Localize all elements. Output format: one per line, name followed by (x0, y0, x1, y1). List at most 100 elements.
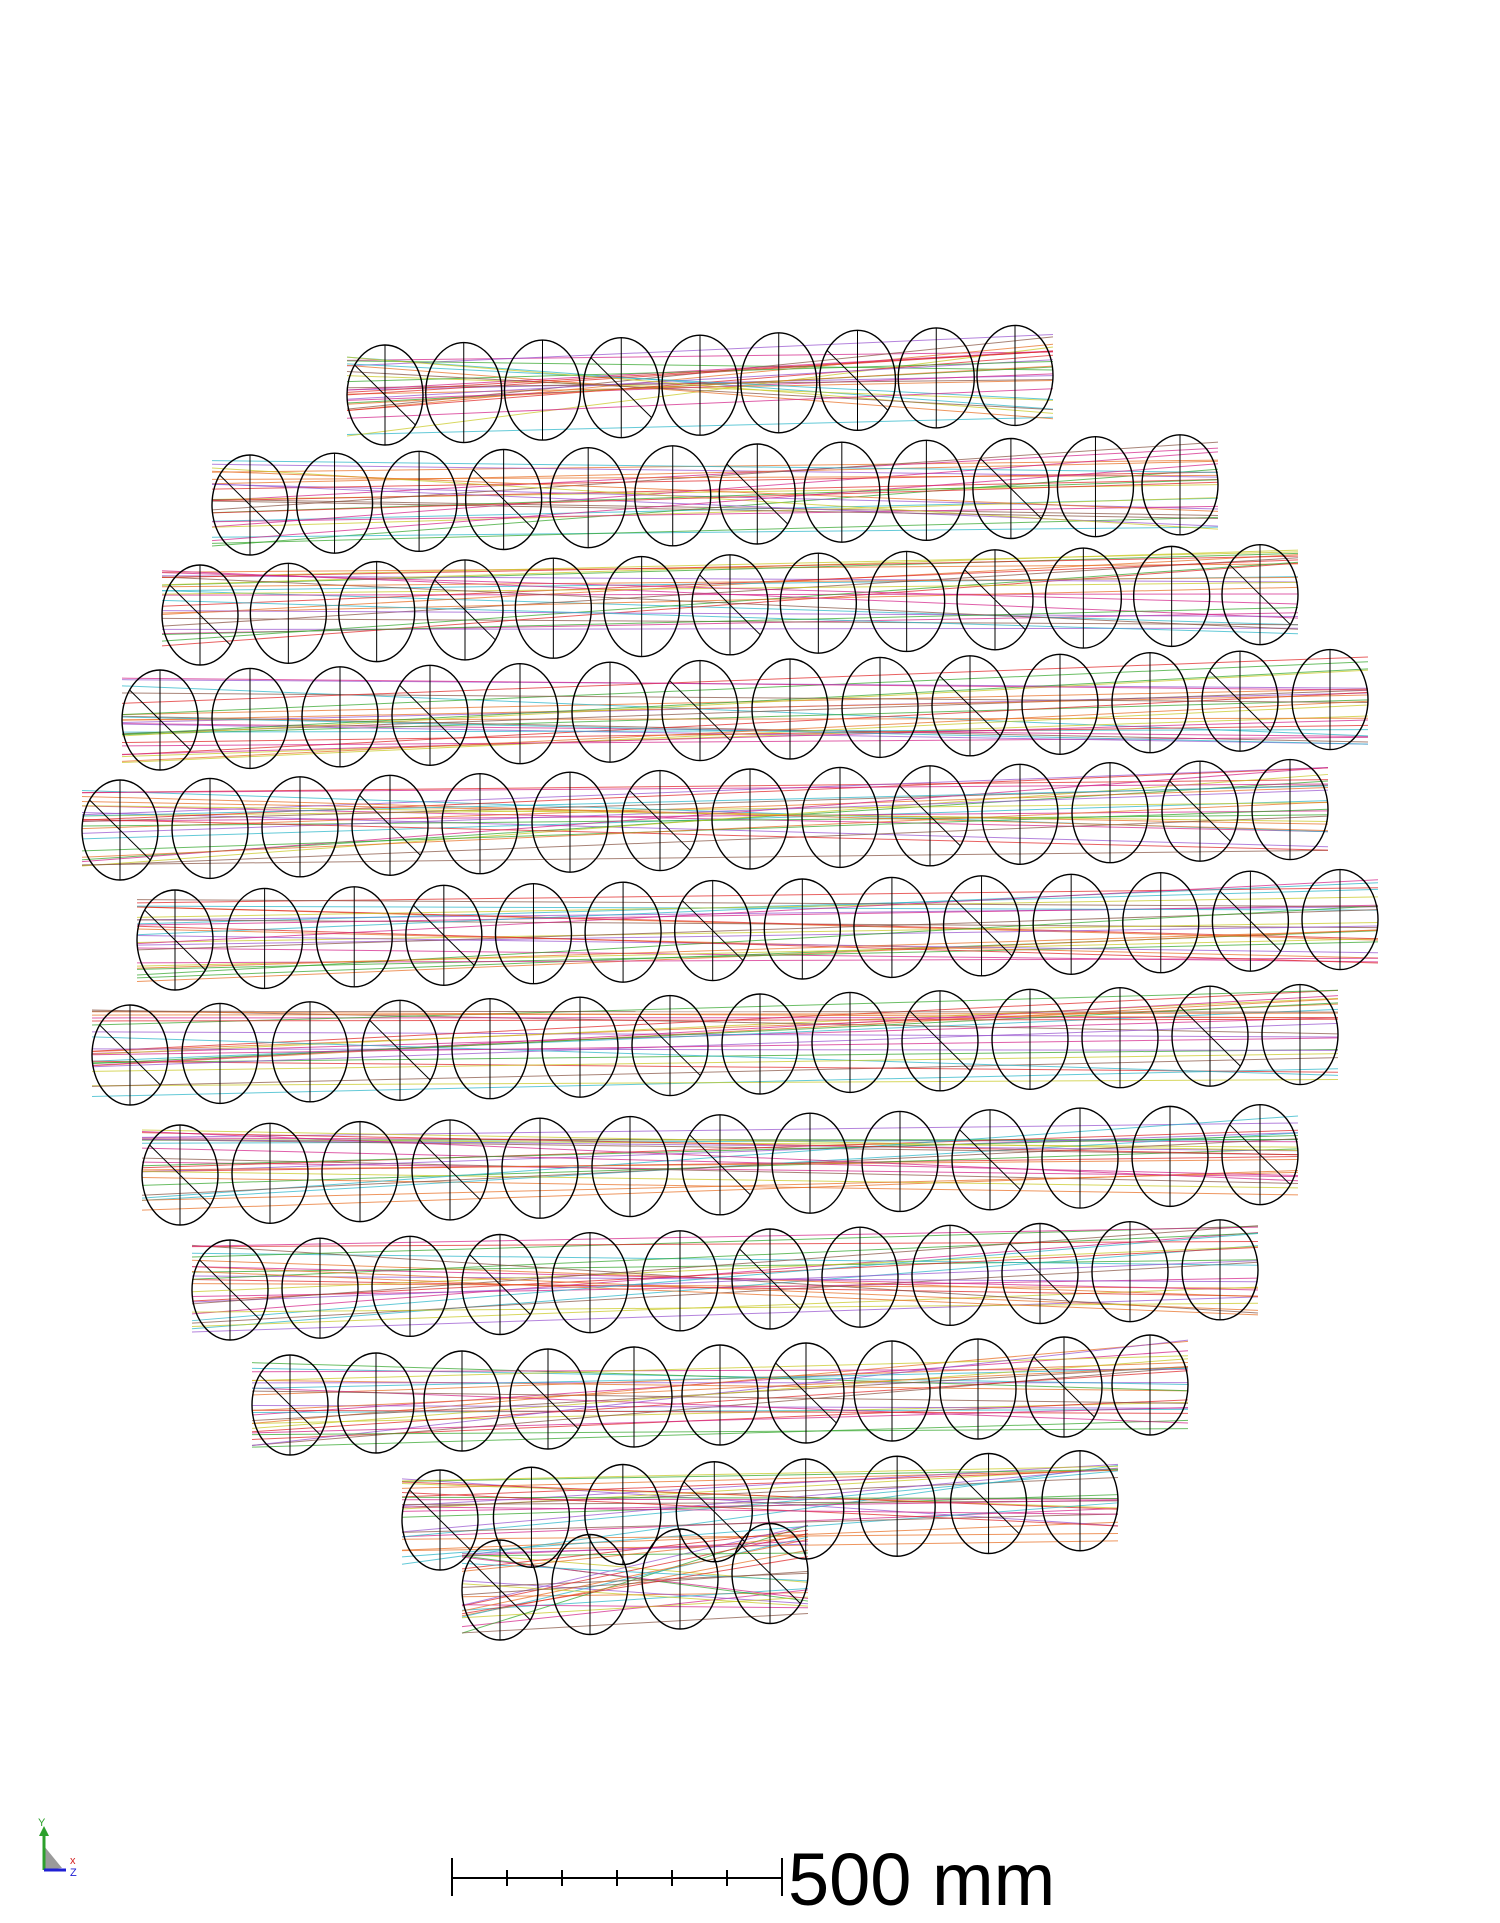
ray-segment (121, 719, 1369, 755)
lens-element (1071, 762, 1149, 864)
ray-segment (121, 699, 1369, 736)
ray-segment (401, 1496, 1119, 1499)
lens-element (136, 889, 214, 991)
ray-segment (91, 998, 1339, 1067)
lens-element (541, 996, 619, 1098)
ray-segment (121, 724, 1369, 744)
y-axis-label: Y (38, 1818, 46, 1829)
ray-segment (211, 470, 1219, 512)
ray-segment (461, 1555, 809, 1602)
ray-segment (136, 919, 1379, 929)
ray-segment (461, 1580, 809, 1605)
ray-segment (211, 500, 1219, 520)
z-axis-label: Z (70, 1867, 77, 1879)
lens-element (951, 1109, 1029, 1211)
ray-segment (121, 736, 1369, 747)
lens-element (281, 1237, 359, 1339)
ray-segment (121, 717, 1369, 721)
ray-segment (401, 1498, 1119, 1501)
lens-element (981, 763, 1059, 865)
lens-element (551, 1533, 629, 1636)
lens-element (939, 1338, 1017, 1440)
lens-element (801, 766, 879, 869)
ray-segment (136, 925, 1379, 964)
lens-element (1032, 873, 1110, 975)
ray-segment (81, 802, 1329, 817)
lens-element (853, 1340, 931, 1442)
ray-segment (461, 1540, 809, 1557)
ray-segment (461, 1533, 809, 1607)
ray-segment (461, 1529, 809, 1570)
lens-element (641, 1230, 719, 1332)
ray-segment (91, 1031, 1339, 1038)
ray-segment (191, 1302, 1259, 1313)
ray-segment (191, 1232, 1259, 1322)
ray-segment (121, 692, 1369, 703)
ray-segment (191, 1225, 1259, 1305)
lens-array (81, 324, 1379, 1641)
scale-bar-label: 500 mm (788, 1838, 1056, 1921)
ray-segment (211, 498, 1219, 516)
lens-element (1044, 547, 1123, 649)
ray-segment (136, 888, 1379, 925)
ray-segment (191, 1252, 1259, 1266)
axis-triad-icon[interactable]: Y x Z (32, 1818, 92, 1888)
ray-segment (81, 801, 1329, 858)
y-axis-arrowhead (39, 1826, 49, 1836)
ray-segment (401, 1465, 1119, 1482)
ray-segment (91, 1048, 1339, 1051)
ray-segment (211, 505, 1219, 523)
ray-segment (136, 941, 1379, 970)
ray-segment (191, 1271, 1259, 1316)
lens-element (584, 881, 662, 983)
ray-segment (211, 516, 1219, 544)
lens-element (949, 1452, 1028, 1555)
ray-segment (211, 451, 1219, 528)
ray-segment (81, 787, 1329, 830)
lens-element (853, 876, 931, 979)
lens-element (1122, 872, 1200, 974)
ray-segment (91, 1057, 1339, 1087)
x-axis-label: x (70, 1855, 76, 1867)
ray-segment (191, 1240, 1259, 1248)
ray-segment (191, 1266, 1259, 1291)
ray-segment (211, 479, 1219, 502)
ray-segment (121, 723, 1369, 738)
ray-segment (91, 989, 1339, 1026)
lens-element (779, 552, 858, 654)
lens-element (225, 887, 304, 990)
lens-element (492, 1466, 571, 1568)
lens-element (931, 655, 1009, 757)
ray-segment (401, 1469, 1119, 1489)
lens-element (942, 875, 1021, 977)
lens-element (337, 1352, 415, 1454)
ray-segment (136, 896, 1379, 918)
ray-segment (136, 905, 1379, 911)
lens-element (461, 1233, 539, 1336)
ray-segment (81, 849, 1329, 866)
lens-element (584, 1463, 662, 1566)
ray-segment (91, 1036, 1339, 1076)
lens-element (891, 765, 969, 867)
lens-element (321, 1120, 399, 1223)
lens-element (721, 993, 799, 1095)
lens-element (751, 658, 829, 760)
lens-element (1025, 1336, 1103, 1438)
lens-element (464, 448, 543, 551)
ray-segment (121, 661, 1369, 716)
scale-bar (451, 1858, 783, 1896)
ray-segment (136, 947, 1379, 963)
lens-element (956, 549, 1034, 651)
ray-segment (211, 526, 1219, 538)
lens-element (1041, 1107, 1119, 1209)
ray-segment (136, 904, 1379, 926)
ray-segment (191, 1226, 1259, 1247)
lens-element (171, 777, 249, 880)
lens-element (481, 663, 559, 765)
lens-element (1221, 543, 1299, 646)
lens-element (767, 1458, 845, 1560)
lens-element (602, 555, 681, 658)
lens-element (181, 1002, 259, 1105)
ray-segment (136, 921, 1379, 943)
